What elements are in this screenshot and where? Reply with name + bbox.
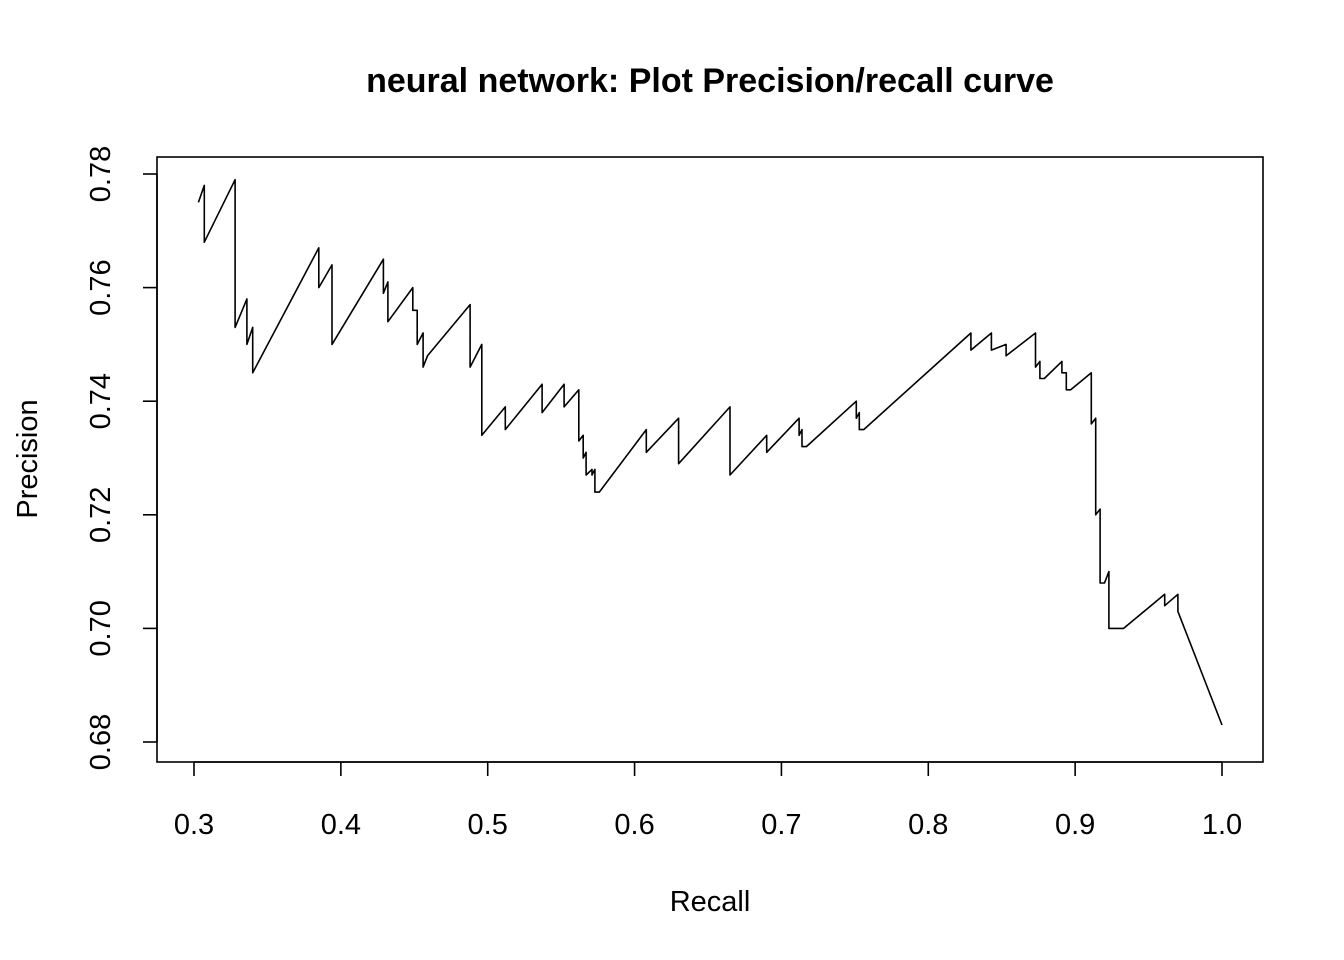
y-tick-label: 0.72 [85,487,117,543]
y-axis: 0.68 0.70 0.72 0.74 0.76 0.78 [85,146,158,770]
x-tick-label: 0.4 [321,809,361,841]
y-tick-label: 0.78 [85,146,117,202]
x-tick-label: 0.6 [614,809,654,841]
precision-recall-curve [197,178,1223,726]
x-tick-label: 1.0 [1202,809,1242,841]
x-tick-label: 0.7 [761,809,801,841]
chart-title: neural network: Plot Precision/recall cu… [366,62,1054,100]
y-tick-label: 0.70 [85,600,117,656]
y-tick-label: 0.68 [85,714,117,770]
y-tick-label: 0.76 [85,259,117,315]
x-tick-label: 0.5 [468,809,508,841]
x-axis: 0.3 0.4 0.5 0.6 0.7 0.8 0.9 1.0 [174,761,1242,841]
x-axis-label: Recall [670,886,751,918]
y-tick-label: 0.74 [85,373,117,429]
x-tick-label: 0.3 [174,809,214,841]
y-axis-label: Precision [12,399,44,518]
plot-frame [156,156,1264,763]
x-tick-label: 0.9 [1055,809,1095,841]
x-tick-label: 0.8 [908,809,948,841]
